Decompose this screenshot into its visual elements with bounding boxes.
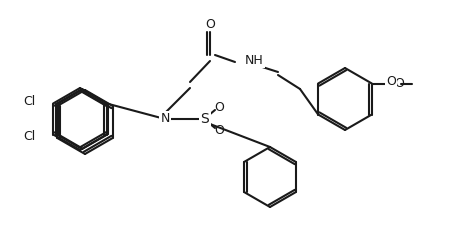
- Text: NH: NH: [245, 54, 263, 67]
- Text: O: O: [393, 77, 403, 90]
- Text: O: O: [214, 124, 223, 137]
- Text: O: O: [385, 75, 395, 88]
- Text: S: S: [200, 112, 209, 126]
- Text: O: O: [205, 18, 215, 31]
- Text: Cl: Cl: [23, 95, 35, 108]
- Text: Cl: Cl: [23, 130, 35, 143]
- Text: N: N: [160, 113, 169, 126]
- Text: O: O: [214, 100, 223, 114]
